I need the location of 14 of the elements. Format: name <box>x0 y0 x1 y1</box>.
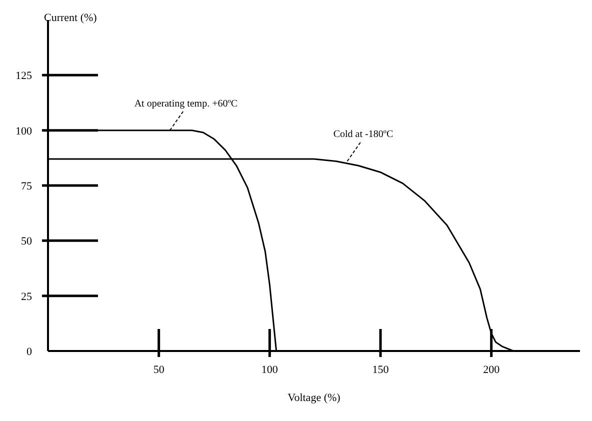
y-tick-label: 25 <box>21 290 32 303</box>
x-tick-label: 100 <box>261 364 278 376</box>
annotation: Cold at -180ºC <box>333 129 394 140</box>
annotation: At operating temp. +60ºC <box>134 98 238 110</box>
y-tick-label: 125 <box>16 70 32 82</box>
x-tick-label: 50 <box>153 364 165 376</box>
x-axis-title: Voltage (%) <box>288 392 341 404</box>
y-tick-label: 100 <box>16 125 32 138</box>
x-tick-label: 200 <box>483 364 500 376</box>
y-tick-label: 0 <box>26 346 32 358</box>
y-tick-label: 75 <box>21 180 32 192</box>
x-tick-label: 150 <box>372 364 390 376</box>
y-axis-title: Current (%) <box>44 12 97 24</box>
y-tick-label: 50 <box>21 236 32 248</box>
